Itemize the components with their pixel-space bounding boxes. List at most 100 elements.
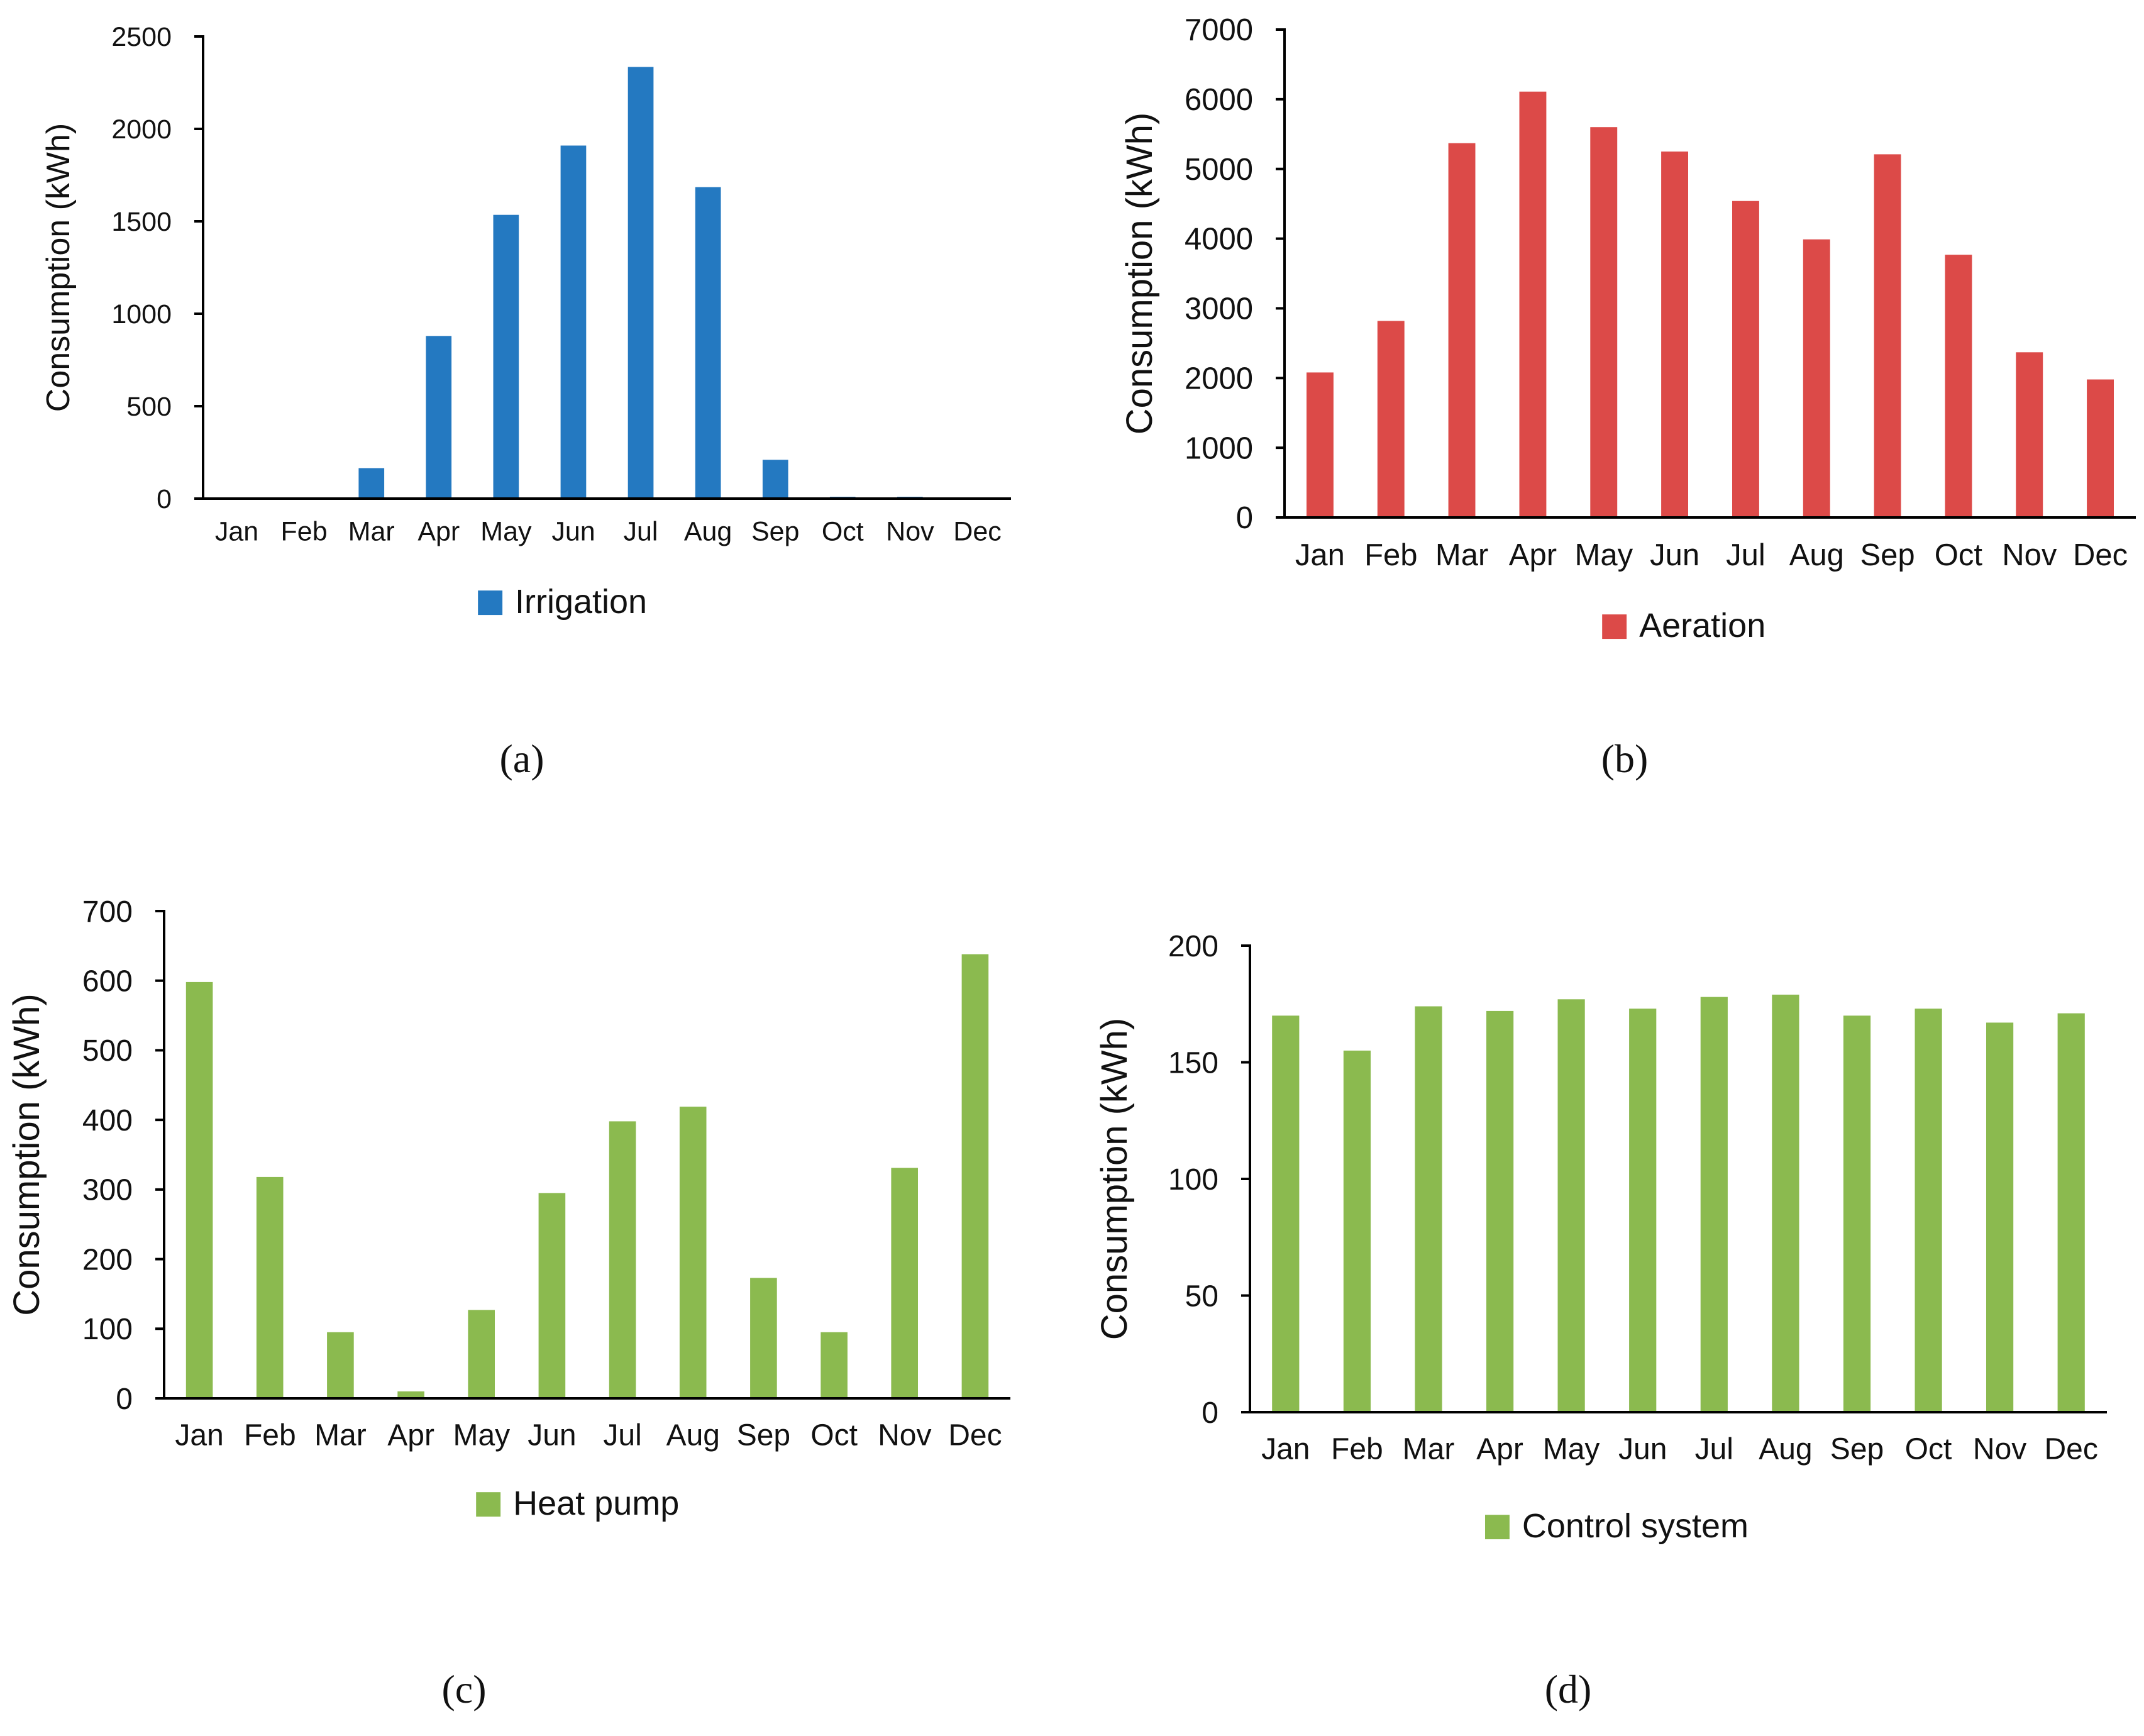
bar-jun [1661,152,1688,517]
x-tick-label: Nov [878,1418,931,1452]
panel-caption: (c) [441,1667,486,1711]
x-tick-label: May [1575,538,1633,572]
x-tick-label: Apr [417,517,460,547]
y-tick-label: 6000 [1185,83,1253,117]
bar-sep [1874,154,1901,517]
x-tick-label: Mar [1403,1432,1455,1466]
x-tick-label: Oct [810,1418,858,1452]
bar-sep [750,1278,777,1398]
bar-aug [1772,994,1799,1412]
x-tick-label: Jan [175,1418,223,1452]
y-tick-label: 300 [82,1174,133,1207]
y-tick-label: 200 [1168,930,1218,963]
x-tick-label: Sep [737,1418,790,1452]
x-tick-label: Feb [244,1418,296,1452]
x-tick-label: Nov [2002,538,2057,572]
bar-mar [1415,1006,1442,1412]
x-tick-label: Mar [314,1418,367,1452]
x-tick-label: Sep [1860,538,1915,572]
y-tick-label: 400 [82,1104,133,1137]
chart-panel-0: 0 500 1000 1500 2000 2500 Jan Feb Mar Apr May Jun Ju… [40,22,1011,781]
x-tick-label: Mar [348,517,395,547]
bar-dec [2057,1013,2085,1412]
panel-caption: (a) [499,736,544,781]
bar-nov [2016,352,2043,517]
x-tick-label: Jan [215,517,258,547]
bar-mar [1448,143,1476,517]
legend-label: Irrigation [515,583,647,621]
legend-swatch [478,590,503,616]
y-axis-label: Consumption (kWh) [6,993,47,1315]
legend-swatch [1485,1515,1510,1540]
bar-may [468,1310,495,1398]
x-tick-label: Apr [387,1418,434,1452]
x-tick-label: Jul [1726,538,1765,572]
bar-apr [1519,91,1547,517]
bar-feb [256,1176,284,1398]
y-tick-label: 500 [126,392,172,422]
x-tick-label: Jun [1650,538,1699,572]
x-tick-label: Feb [1331,1432,1383,1466]
x-tick-label: Jul [1695,1432,1733,1466]
y-tick-label: 1500 [111,207,172,237]
bar-jun [1629,1009,1657,1412]
y-tick-label: 200 [82,1243,133,1276]
x-tick-label: Jul [603,1418,641,1452]
y-tick-label: 2000 [1185,362,1253,395]
bar-jun [538,1193,566,1398]
x-tick-label: May [480,517,532,547]
x-tick-label: Jun [551,517,595,547]
y-tick-label: 4000 [1185,223,1253,257]
x-tick-label: Mar [1435,538,1488,572]
bar-dec [2087,379,2114,517]
y-tick-label: 2500 [111,22,172,52]
bar-may [1590,127,1618,517]
x-tick-label: Jan [1295,538,1345,572]
bar-oct [1915,1009,1942,1412]
y-tick-label: 0 [1236,501,1253,535]
x-tick-label: Oct [822,517,864,547]
x-tick-label: Apr [1509,538,1557,572]
y-axis-label: Consumption (kWh) [40,123,77,412]
bar-jan [1272,1015,1300,1412]
y-tick-label: 100 [1168,1163,1218,1197]
y-axis-label: Consumption (kWh) [1094,1018,1135,1340]
x-tick-label: Dec [2045,1432,2098,1466]
y-tick-label: 7000 [1185,13,1253,47]
bar-dec [961,954,989,1398]
x-tick-label: Oct [1935,538,1983,572]
chart-panel-1: 0 1000 2000 3000 4000 5000 6000 7000 Jan Feb Mar Ap… [1119,13,2136,781]
x-tick-label: Aug [1789,538,1844,572]
bar-nov [891,1168,918,1398]
bar-jul [609,1121,636,1398]
x-tick-label: Nov [886,517,934,547]
y-tick-label: 1000 [111,299,172,329]
x-tick-label: Jul [624,517,658,547]
y-tick-label: 2000 [111,114,172,145]
bar-jul [1700,997,1728,1412]
bar-sep [762,460,788,499]
bar-nov [1986,1022,2014,1412]
bar-jan [1307,372,1334,517]
bar-apr [397,1391,424,1398]
y-tick-label: 0 [157,484,172,514]
bar-may [493,214,519,499]
bar-aug [1803,239,1830,517]
bar-apr [1486,1010,1514,1412]
bar-oct [1945,255,1972,517]
y-tick-label: 600 [82,965,133,998]
chart-panel-3: 0 50 100 150 200 Jan Feb Mar Apr May Jun Jul Aug Sep O… [1094,930,2107,1711]
y-tick-label: 0 [1202,1396,1218,1430]
legend-swatch [1602,614,1627,639]
bar-feb [1343,1050,1371,1412]
x-tick-label: Aug [666,1418,720,1452]
y-axis-label: Consumption (kWh) [1119,113,1160,434]
x-tick-label: Apr [1476,1432,1523,1466]
x-tick-label: Sep [751,517,800,547]
x-tick-label: Aug [1759,1432,1812,1466]
panel-caption: (b) [1601,736,1649,781]
y-tick-label: 0 [116,1383,133,1416]
bar-mar [358,468,385,499]
legend-label: Heat pump [513,1484,679,1522]
